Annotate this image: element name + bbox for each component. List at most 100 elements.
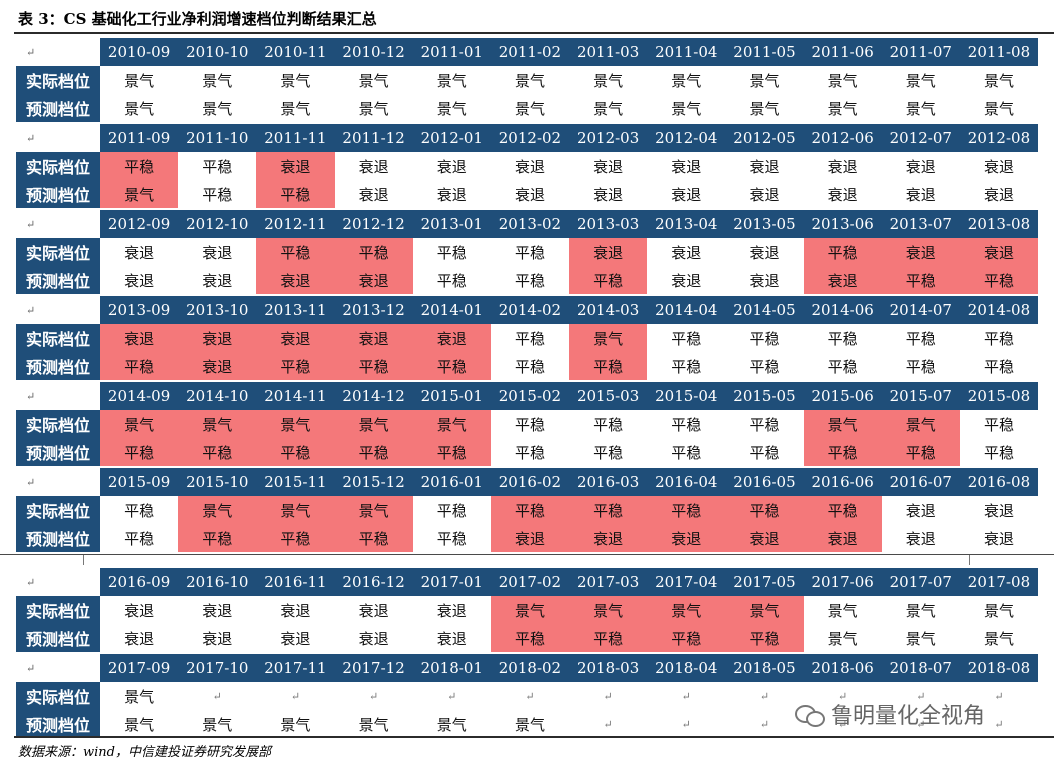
month-header-row: ↵ 2011-09 2011-10 2011-11 2011-12 2012-01 2012… <box>16 124 1039 152</box>
predicted-value-cell: ↵ <box>838 717 848 731</box>
actual-row: 实际档位 衰退 衰退 衰退 衰退 衰退 景气 景气 景气 景气 景气 景气 景气 <box>16 596 1038 624</box>
month-header-cell: 2011-06 <box>803 38 882 66</box>
paragraph-mark: ↵ <box>26 131 36 145</box>
predicted-value-cell: 平稳 <box>983 357 1014 376</box>
predicted-value-cell: 衰退 <box>178 352 257 380</box>
month-header-cell: 2011-03 <box>569 38 648 66</box>
actual-label: 实际档位 <box>16 410 100 438</box>
actual-value-cell: 衰退 <box>100 324 179 352</box>
predicted-row: 预测档位 衰退 衰退 衰退 衰退 衰退 平稳 平稳 平稳 平稳 景气 景气 景气 <box>16 624 1038 652</box>
actual-value-cell: 景气 <box>436 71 467 90</box>
actual-row: 实际档位 景气 ↵ ↵ ↵ ↵ ↵ ↵ ↵ ↵ ↵ ↵ ↵ <box>16 682 1038 710</box>
predicted-value-cell: 衰退 <box>749 271 780 290</box>
actual-value-cell: ↵ <box>759 689 770 703</box>
month-header-cell: 2011-05 <box>725 38 804 66</box>
actual-value-cell: 平稳 <box>514 415 545 434</box>
actual-value-cell: 景气 <box>178 496 257 524</box>
predicted-value-cell: 景气 <box>202 715 233 734</box>
predicted-label: 预测档位 <box>16 710 100 738</box>
actual-label: 实际档位 <box>16 238 100 266</box>
month-header-cell: 2014-03 <box>569 296 648 324</box>
month-header-cell: 2012-10 <box>178 210 257 238</box>
actual-value-cell: 衰退 <box>202 601 233 620</box>
actual-value-cell: ↵ <box>368 689 379 703</box>
month-header-cell: 2016-08 <box>959 468 1039 496</box>
month-header-row: ↵ 2012-09 2012-10 2012-11 2012-12 2013-01 2013… <box>16 210 1039 238</box>
actual-value-cell: 景气 <box>827 601 858 620</box>
month-header-cell: 2017-10 <box>178 654 257 682</box>
month-header-cell: 2013-05 <box>725 210 804 238</box>
predicted-value-cell: 衰退 <box>803 266 882 294</box>
paragraph-mark: ↵ <box>26 45 36 59</box>
actual-value-cell: 景气 <box>827 71 858 90</box>
actual-value-cell: 平稳 <box>671 415 702 434</box>
predicted-value-cell: 衰退 <box>202 629 233 648</box>
month-header-cell: 2017-12 <box>334 654 413 682</box>
actual-value-cell: 景气 <box>803 410 882 438</box>
predicted-value-cell: 景气 <box>436 715 467 734</box>
actual-value-cell: 平稳 <box>256 238 335 266</box>
watermark-text: 鲁明量化全视角 <box>831 704 986 729</box>
table-block: ↵ 2014-09 2014-10 2014-11 2014-12 2015-01 2015… <box>16 382 1039 466</box>
watermark: 鲁明量化全视角 <box>795 698 985 730</box>
month-header-cell: 2012-07 <box>881 124 960 152</box>
actual-value-cell: 景气 <box>412 410 491 438</box>
predicted-value-cell: 平稳 <box>256 524 335 552</box>
predicted-value-cell: 平稳 <box>749 357 780 376</box>
page-break-tick-left <box>83 555 84 565</box>
month-header-cell: 2017-03 <box>569 568 648 596</box>
actual-value-cell: 景气 <box>358 71 389 90</box>
predicted-label: 预测档位 <box>16 524 100 552</box>
actual-label: 实际档位 <box>16 496 100 524</box>
actual-value-cell: 平稳 <box>124 501 155 520</box>
predicted-value-cell: 平稳 <box>905 357 936 376</box>
month-header-cell: 2014-05 <box>725 296 804 324</box>
month-header-cell: 2014-08 <box>959 296 1039 324</box>
month-header-cell: 2012-12 <box>334 210 413 238</box>
month-header-cell: 2017-07 <box>881 568 960 596</box>
predicted-value-cell: 景气 <box>124 715 155 734</box>
actual-value-cell: 衰退 <box>881 238 960 266</box>
actual-value-cell: 衰退 <box>569 238 648 266</box>
page-break-rule <box>0 554 1054 555</box>
month-header-cell: 2017-01 <box>412 568 491 596</box>
actual-value-cell: 衰退 <box>593 157 624 176</box>
actual-value-cell: 景气 <box>202 71 233 90</box>
actual-value-cell: 平稳 <box>827 329 858 348</box>
month-header-cell: 2017-08 <box>959 568 1039 596</box>
actual-value-cell: 平稳 <box>983 415 1014 434</box>
predicted-row: 预测档位 景气 平稳 平稳 衰退 衰退 衰退 衰退 衰退 衰退 衰退 衰退 衰退 <box>16 180 1038 208</box>
predicted-value-cell: 衰退 <box>436 185 467 204</box>
actual-row: 实际档位 平稳 景气 景气 景气 平稳 平稳 平稳 平稳 平稳 平稳 衰退 衰退 <box>16 496 1038 524</box>
month-header-cell: 2011-10 <box>178 124 257 152</box>
predicted-value-cell: 衰退 <box>671 185 702 204</box>
actual-value-cell: 景气 <box>905 71 936 90</box>
month-header-row: ↵ 2016-09 2016-10 2016-11 2016-12 2017-01 2017… <box>16 568 1039 596</box>
actual-row: 实际档位 衰退 衰退 平稳 平稳 平稳 平稳 衰退 衰退 衰退 平稳 衰退 衰退 <box>16 238 1039 266</box>
actual-value-cell: 衰退 <box>124 601 155 620</box>
month-header-cell: 2013-11 <box>256 296 335 324</box>
month-header-cell: 2016-04 <box>647 468 726 496</box>
predicted-row: 预测档位 衰退 衰退 衰退 衰退 平稳 平稳 平稳 衰退 衰退 衰退 平稳 平稳 <box>16 266 1039 294</box>
predicted-value-cell: 衰退 <box>358 185 389 204</box>
predicted-value-cell: 衰退 <box>905 529 936 548</box>
month-header-cell: 2012-06 <box>803 124 882 152</box>
predicted-value-cell: 景气 <box>100 180 179 208</box>
actual-value-cell: 平稳 <box>490 496 570 524</box>
predicted-value-cell: 景气 <box>671 99 702 118</box>
actual-value-cell: 衰退 <box>749 243 780 262</box>
table-block: ↵ 2015-09 2015-10 2015-11 2015-12 2016-01 2016… <box>16 468 1039 552</box>
predicted-value-cell: 衰退 <box>983 185 1014 204</box>
predicted-value-cell: 平稳 <box>436 529 467 548</box>
actual-value-cell: 衰退 <box>202 243 233 262</box>
month-header-cell: 2015-09 <box>100 468 179 496</box>
month-header-cell: 2013-04 <box>647 210 726 238</box>
predicted-value-cell: ↵ <box>916 717 926 731</box>
predicted-label: 预测档位 <box>16 624 100 652</box>
predicted-value-cell: 景气 <box>358 99 389 118</box>
predicted-value-cell: 平稳 <box>202 185 233 204</box>
actual-value-cell: 景气 <box>490 596 570 624</box>
predicted-value-cell: 平稳 <box>514 357 545 376</box>
actual-value-cell: 平稳 <box>514 243 545 262</box>
month-header-cell: 2017-09 <box>100 654 179 682</box>
